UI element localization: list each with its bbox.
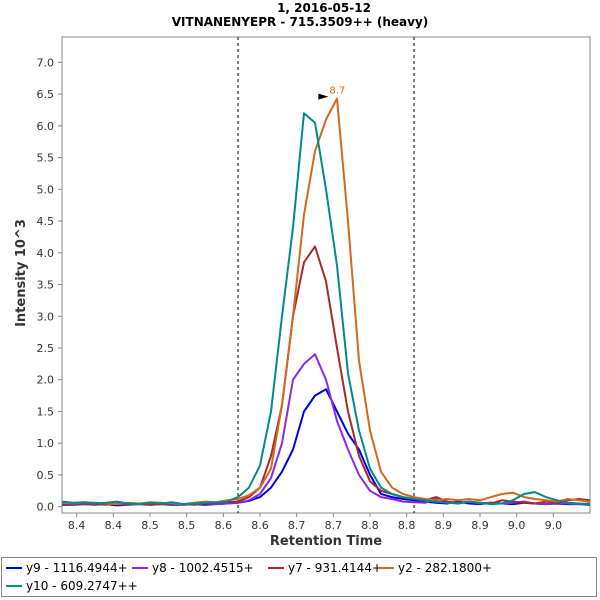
series-line-y10 — [61, 112, 591, 506]
y-tick-label: 6.5 — [37, 88, 55, 101]
y-tick-label: 7.0 — [37, 56, 55, 69]
legend-swatch — [6, 567, 22, 569]
y-tick-label: 0.0 — [37, 501, 55, 514]
legend-label: y8 - 1002.4515+ — [152, 561, 254, 575]
legend-label: y2 - 282.1800+ — [398, 561, 493, 575]
series-group — [61, 97, 591, 507]
x-tick-label: 8.5 — [178, 519, 196, 532]
plot-area — [61, 36, 591, 514]
legend-item-y9: y9 - 1116.4944+ — [6, 561, 128, 575]
x-tick-label: 8.4 — [105, 519, 123, 532]
peak-annotation-label: 8.7 — [329, 86, 345, 97]
y-tick-label: 1.5 — [37, 405, 55, 418]
legend-swatch — [132, 567, 148, 569]
legend-item-y10: y10 - 609.2747++ — [6, 579, 138, 593]
x-tick-label: 8.7 — [288, 519, 306, 532]
legend-item-y2: y2 - 282.1800+ — [378, 561, 492, 575]
y-tick-label: 0.5 — [37, 469, 55, 482]
y-tick-label: 1.0 — [37, 437, 55, 450]
chart-subtitle: VITNANENYEPR - 715.3509++ (heavy) — [172, 15, 429, 29]
y-axis-label: Intensity 10^3 — [14, 219, 29, 327]
y-tick-label: 4.5 — [37, 215, 55, 228]
x-axis-label: Retention Time — [270, 534, 382, 549]
integration-boundaries — [237, 37, 415, 513]
y-axis: 0.0 0.5 1.0 1.5 2.0 2.5 3.0 3.5 4.0 4.5 5.0 5.5 6.0 6… — [37, 56, 62, 514]
legend: y9 - 1116.4944+ y8 - 1002.4515+ y7 - 931… — [1, 557, 597, 597]
y-tick-label: 3.0 — [37, 310, 55, 323]
legend-label: y10 - 609.2747++ — [26, 579, 138, 593]
y-tick-label: 5.0 — [37, 183, 55, 196]
x-tick-label: 8.5 — [141, 519, 159, 532]
chart-title: 1, 2016-05-12 — [277, 1, 371, 15]
legend-swatch — [6, 585, 22, 587]
x-tick-label: 8.8 — [398, 519, 416, 532]
x-tick-label: 8.9 — [435, 519, 453, 532]
series-line-y7 — [61, 245, 591, 506]
legend-label: y7 - 931.4144+ — [288, 561, 383, 575]
peak-annotation: 8.7 — [318, 86, 345, 100]
x-tick-label: 8.9 — [471, 519, 489, 532]
legend-item-y7: y7 - 931.4144+ — [268, 561, 382, 575]
x-tick-label: 8.7 — [325, 519, 343, 532]
x-tick-label: 8.6 — [215, 519, 233, 532]
y-tick-label: 5.5 — [37, 152, 55, 165]
legend-label: y9 - 1116.4944+ — [26, 561, 128, 575]
x-axis: 8.4 8.4 8.5 8.5 8.6 8.6 8.7 8.7 8.8 8.8 8.9 8.9 9.0 9… — [68, 513, 562, 532]
x-tick-label: 8.4 — [68, 519, 86, 532]
x-tick-label: 9.0 — [508, 519, 526, 532]
legend-item-y8: y8 - 1002.4515+ — [132, 561, 254, 575]
legend-swatch — [378, 567, 394, 569]
y-tick-label: 4.0 — [37, 247, 55, 260]
y-tick-label: 2.0 — [37, 374, 55, 387]
y-tick-label: 3.5 — [37, 279, 55, 292]
x-tick-label: 8.8 — [361, 519, 379, 532]
x-tick-label: 9.0 — [545, 519, 563, 532]
x-tick-label: 8.6 — [251, 519, 269, 532]
y-tick-label: 2.5 — [37, 342, 55, 355]
legend-swatch — [268, 567, 284, 569]
peak-marker-icon — [318, 93, 329, 100]
y-tick-label: 6.0 — [37, 120, 55, 133]
